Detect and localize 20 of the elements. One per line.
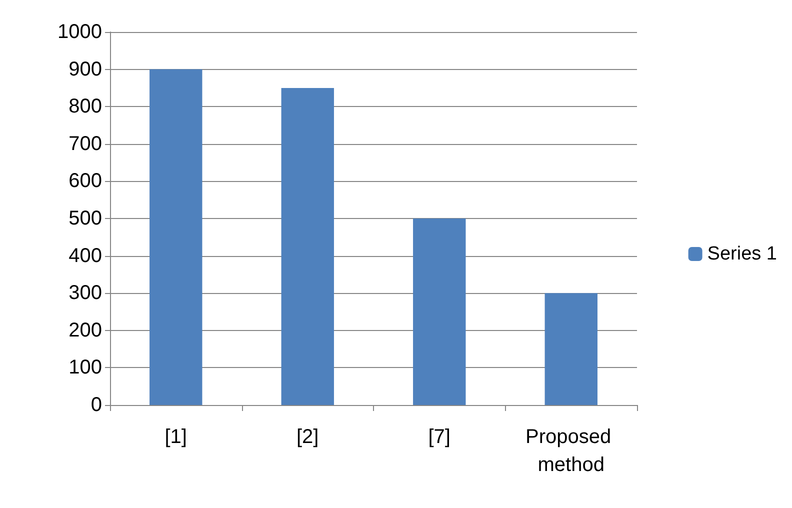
legend-label: Series 1 [707, 244, 777, 264]
x-tick-label: [2] [296, 426, 319, 448]
x-tick-label: [7] [428, 426, 450, 448]
bar [281, 88, 334, 405]
bar [413, 218, 466, 405]
y-tick-label: 1000 [58, 21, 102, 43]
y-tick-label: 100 [68, 356, 102, 379]
bar [544, 293, 598, 405]
y-tick-label: 600 [68, 170, 102, 192]
y-tick-label: 800 [68, 96, 102, 118]
x-tick-label: Proposed method [526, 426, 617, 476]
y-tick-label: 900 [68, 58, 102, 80]
y-tick-label: 700 [68, 132, 102, 155]
bar [150, 69, 202, 405]
y-tick-label: 200 [68, 319, 102, 342]
y-tick-label: 400 [68, 244, 102, 267]
y-tick-label: 0 [90, 394, 102, 416]
y-tick-label: 500 [68, 208, 102, 230]
y-tick-label: 300 [68, 282, 102, 304]
x-tick-label: [1] [164, 426, 187, 448]
